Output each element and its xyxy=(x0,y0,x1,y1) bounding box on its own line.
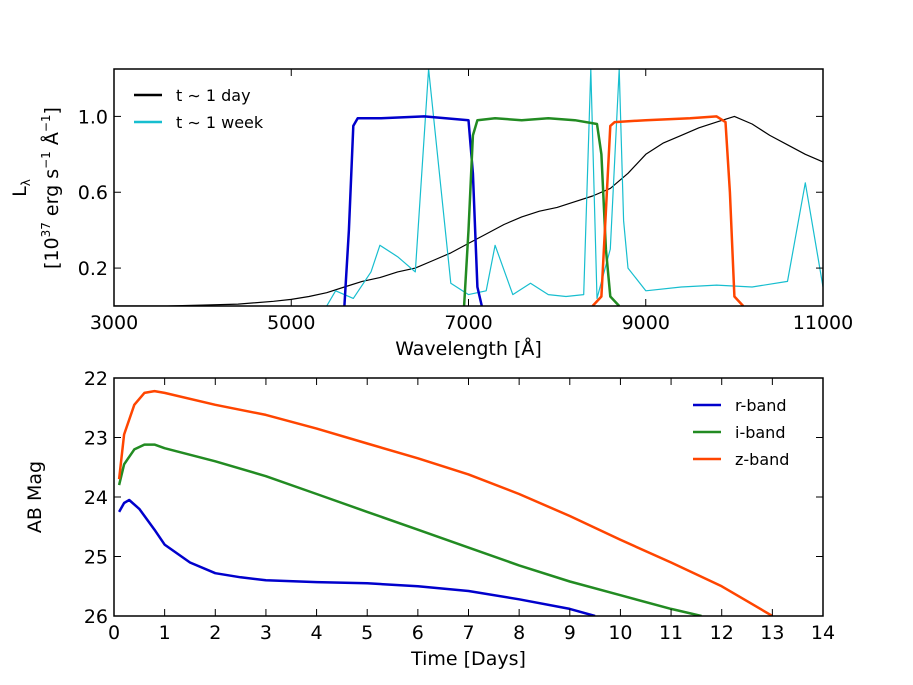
series-line-t-1-day xyxy=(114,115,823,306)
series-line-z-band xyxy=(117,389,774,616)
x-tick-label: 3000 xyxy=(90,312,138,334)
y-label-line-2: [1037 erg s−1 Å−1] xyxy=(39,107,63,269)
series-line-r-band xyxy=(118,498,596,616)
lightcurve-plot-frame xyxy=(113,377,824,617)
series-line-i-band-filter xyxy=(462,117,621,306)
y-tick-label: 0.6 xyxy=(78,182,108,204)
series-line-r-band-filter xyxy=(343,115,484,306)
series-line-i-band xyxy=(117,443,702,616)
x-tick-label: 6 xyxy=(412,622,424,644)
lightcurve-y-axis-label: AB Mag xyxy=(24,461,46,533)
series-line-z-band-filter xyxy=(591,115,745,306)
x-tick-label: 5 xyxy=(361,622,373,644)
x-tick-label: 0 xyxy=(108,622,120,644)
spectrum-panel: 3000 5000 7000 9000 11000 0.2 0.6 1.0 t ∼ 1 day… xyxy=(9,68,853,360)
legend-label: t ∼ 1 day xyxy=(176,86,251,105)
spectrum-legend: t ∼ 1 day t ∼ 1 week xyxy=(134,86,264,132)
y-tick-label: 1.0 xyxy=(78,106,108,128)
y-tick-label: 24 xyxy=(84,487,108,509)
x-tick-label: 9000 xyxy=(622,312,670,334)
y-tick-label: 26 xyxy=(84,606,108,628)
spectrum-y-axis-label: Lλ [1037 erg s−1 Å−1] xyxy=(9,107,63,269)
x-tick-label: 13 xyxy=(760,622,784,644)
y-tick-label: 0.2 xyxy=(78,258,108,280)
legend-label: i-band xyxy=(735,423,785,442)
x-tick-label: 11000 xyxy=(793,312,853,334)
series-line-t-1-week xyxy=(326,69,823,306)
x-tick-label: 2 xyxy=(209,622,221,644)
legend-label: t ∼ 1 week xyxy=(176,113,264,132)
x-tick-label: 5000 xyxy=(267,312,315,334)
lightcurve-legend: r-band i-band z-band xyxy=(693,396,789,469)
y-tick-label: 22 xyxy=(84,368,108,390)
lightcurve-x-axis-label: Time [Days] xyxy=(410,648,526,670)
x-tick-label: 9 xyxy=(564,622,576,644)
spectrum-x-axis-label: Wavelength [Å] xyxy=(395,337,542,360)
legend-label: z-band xyxy=(735,450,789,469)
legend-label: r-band xyxy=(735,396,787,415)
y-tick-label: 23 xyxy=(84,428,108,450)
y-label-line-1: Lλ xyxy=(9,179,33,197)
x-tick-label: 11 xyxy=(659,622,683,644)
x-tick-label: 4 xyxy=(311,622,323,644)
x-tick-label: 7000 xyxy=(444,312,492,334)
x-tick-label: 3 xyxy=(260,622,272,644)
y-tick-label: 25 xyxy=(84,547,108,569)
x-tick-label: 1 xyxy=(159,622,171,644)
x-tick-label: 12 xyxy=(710,622,734,644)
x-tick-label: 14 xyxy=(811,622,835,644)
x-tick-label: 7 xyxy=(462,622,474,644)
x-tick-label: 10 xyxy=(608,622,632,644)
x-tick-label: 8 xyxy=(513,622,525,644)
